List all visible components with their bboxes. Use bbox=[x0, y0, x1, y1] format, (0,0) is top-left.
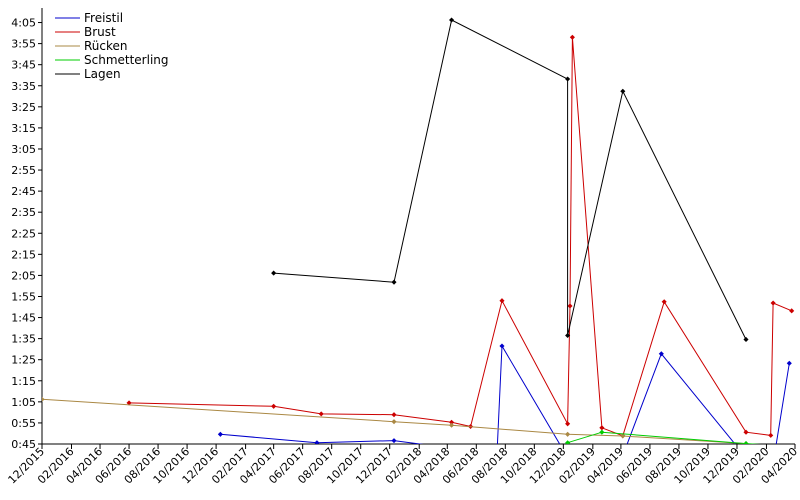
data-point bbox=[786, 360, 792, 366]
data-point bbox=[391, 412, 397, 418]
data-point bbox=[391, 438, 397, 444]
series-line bbox=[220, 344, 790, 444]
data-point bbox=[449, 419, 455, 425]
data-point bbox=[565, 76, 571, 82]
data-point bbox=[599, 429, 605, 435]
data-point bbox=[658, 351, 664, 357]
data-point bbox=[314, 440, 320, 444]
legend-label: Brust bbox=[84, 25, 116, 39]
data-point bbox=[565, 431, 571, 437]
series-layer bbox=[42, 17, 795, 451]
y-tick-label: 2:35 bbox=[11, 206, 36, 219]
y-tick-label: 1:35 bbox=[11, 333, 36, 346]
y-tick-label: 0:45 bbox=[11, 438, 36, 451]
y-tick-label: 2:45 bbox=[11, 185, 36, 198]
y-tick-label: 3:25 bbox=[11, 101, 36, 114]
data-point bbox=[271, 403, 277, 409]
y-tick-label: 0:55 bbox=[11, 417, 36, 430]
data-point bbox=[391, 419, 397, 425]
series-lagen bbox=[271, 17, 749, 343]
y-tick-label: 1:45 bbox=[11, 312, 36, 325]
legend-label: Schmetterling bbox=[84, 53, 169, 67]
data-point bbox=[499, 298, 505, 304]
y-tick-label: 4:05 bbox=[11, 17, 36, 30]
y-tick-label: 2:05 bbox=[11, 269, 36, 282]
legend-label: Lagen bbox=[84, 67, 121, 81]
legend-label: Rücken bbox=[84, 39, 128, 53]
data-point bbox=[499, 343, 505, 349]
y-tick-label: 1:15 bbox=[11, 375, 36, 388]
data-point bbox=[569, 34, 575, 40]
data-point bbox=[565, 421, 571, 427]
data-point bbox=[217, 431, 223, 437]
y-tick-label: 2:15 bbox=[11, 248, 36, 261]
data-point bbox=[565, 440, 571, 444]
y-tick-label: 1:55 bbox=[11, 290, 36, 303]
data-point bbox=[770, 300, 776, 306]
y-tick-label: 2:25 bbox=[11, 227, 36, 240]
series-line bbox=[567, 431, 762, 444]
y-tick-label: 1:25 bbox=[11, 354, 36, 367]
data-point bbox=[661, 299, 667, 305]
data-point bbox=[318, 411, 324, 417]
x-axis: 12/201502/201604/201606/201608/201610/20… bbox=[6, 443, 800, 486]
data-point bbox=[42, 396, 45, 402]
series-freistil bbox=[217, 343, 792, 451]
series-line bbox=[128, 37, 792, 437]
legend-label: Freistil bbox=[84, 11, 123, 25]
series-brust bbox=[126, 34, 795, 439]
y-tick-label: 3:35 bbox=[11, 80, 36, 93]
data-point bbox=[620, 88, 626, 94]
y-tick-label: 3:15 bbox=[11, 122, 36, 135]
y-tick-label: 2:55 bbox=[11, 164, 36, 177]
data-point bbox=[449, 446, 454, 451]
data-point bbox=[768, 432, 774, 438]
y-tick-label: 1:05 bbox=[11, 396, 36, 409]
data-point bbox=[743, 336, 749, 343]
data-point bbox=[391, 279, 397, 285]
data-point bbox=[789, 308, 795, 314]
data-point bbox=[743, 441, 749, 444]
y-tick-label: 3:05 bbox=[11, 143, 36, 156]
y-axis: 0:45 0:55 1:05 1:15 1:25 1:35 1:45 1:55 2:05 2:15… bbox=[11, 8, 43, 451]
y-tick-label: 3:45 bbox=[11, 59, 36, 72]
y-tick-label: 3:55 bbox=[11, 38, 36, 51]
data-point bbox=[449, 17, 455, 23]
data-point bbox=[743, 429, 749, 435]
series-line bbox=[273, 19, 747, 340]
data-point bbox=[599, 425, 605, 431]
data-point bbox=[449, 422, 455, 428]
data-point bbox=[126, 400, 132, 406]
series-line bbox=[42, 398, 747, 444]
data-point bbox=[271, 270, 277, 276]
data-point bbox=[567, 303, 573, 309]
